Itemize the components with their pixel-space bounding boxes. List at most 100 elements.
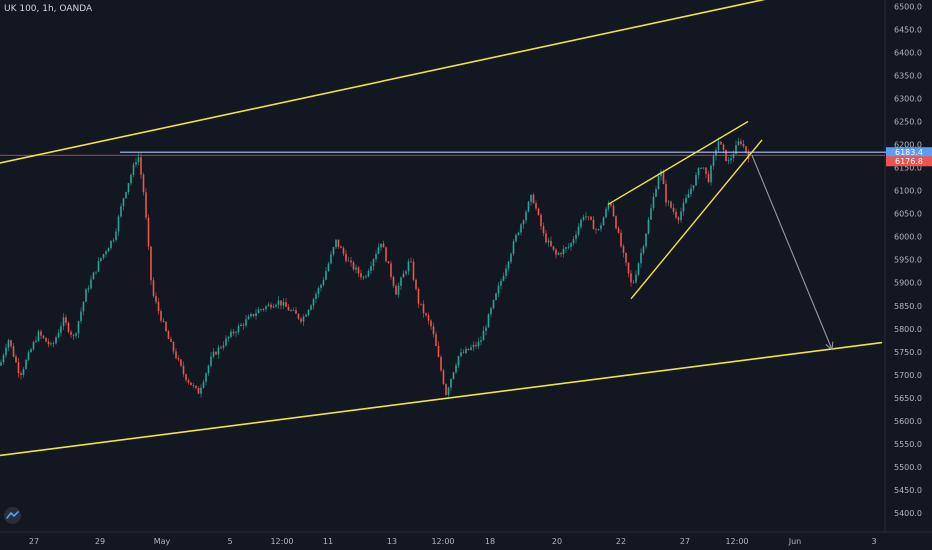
candle-body (495, 293, 497, 300)
candle-body (522, 220, 525, 225)
candle-body (525, 211, 527, 221)
candle-body (657, 176, 660, 190)
candle-body (375, 253, 377, 260)
candle-body (462, 352, 465, 354)
candle-body (210, 356, 212, 366)
upper-channel-line (0, 0, 766, 164)
tradingview-logo-icon[interactable] (4, 507, 21, 524)
candle-body (52, 343, 55, 345)
candle-body (652, 196, 655, 209)
candle-body (70, 331, 72, 335)
candle-body (32, 341, 35, 350)
price-tick-label: 6350.0 (894, 71, 922, 80)
candle-body (337, 239, 340, 247)
symbol-title[interactable]: UK 100, 1h, OANDA (4, 4, 93, 14)
price-tick-label: 6150.0 (894, 164, 922, 173)
candle-body (585, 216, 587, 218)
candle-body (45, 337, 47, 342)
candle-body (155, 295, 157, 302)
candle-body (265, 306, 267, 310)
candle-body (242, 324, 245, 326)
candle-body (390, 263, 392, 277)
candle-body (680, 211, 682, 221)
candle-body (665, 183, 667, 203)
candle-body (55, 337, 57, 344)
candle-body (270, 304, 272, 308)
candle-body (445, 384, 447, 395)
lower-channel-line (0, 341, 883, 457)
candle-body (257, 309, 260, 314)
candle-body (90, 279, 92, 289)
candle-body (117, 216, 120, 232)
candle-body (115, 231, 117, 241)
candle-body (190, 382, 192, 386)
drawing-overlays[interactable] (0, 0, 900, 457)
candle-body (327, 263, 330, 272)
candle-body (325, 271, 327, 280)
candle-body (452, 372, 455, 379)
candle-body (670, 201, 672, 208)
candle-body (75, 333, 77, 336)
candle-body (480, 340, 482, 342)
candle-body (170, 338, 172, 342)
candle-body (382, 243, 385, 248)
candle-body (395, 285, 397, 295)
candle-body (2, 355, 5, 363)
candle-body (567, 246, 570, 248)
candle-body (365, 276, 367, 278)
candle-body (67, 323, 70, 332)
candle-body (487, 314, 490, 328)
candle-body (555, 249, 557, 255)
candle-body (15, 356, 17, 363)
candle-body (540, 214, 542, 227)
candle-body (292, 310, 295, 311)
candle-body (267, 304, 270, 307)
candle-body (430, 320, 432, 327)
price-tick-label: 5650.0 (894, 394, 922, 403)
candle-body (427, 315, 430, 321)
price-axis[interactable]: 6500.0 6450.0 6400.0 6350.0 6300.0 6250.0 6200… (894, 2, 922, 518)
candle-body (650, 208, 652, 220)
candle-body (730, 158, 732, 161)
candle-body (57, 332, 60, 338)
candle-body (710, 165, 712, 183)
time-tick-label: 18 (485, 537, 495, 546)
candle-body (510, 253, 512, 262)
candle-body (587, 216, 590, 218)
price-tick-label: 5400.0 (894, 509, 922, 518)
candle-body (160, 311, 162, 321)
candle-body (532, 194, 535, 204)
candle-body (437, 346, 440, 357)
candle-body (157, 301, 160, 312)
candle-body (110, 240, 112, 249)
wedge-upper-line (607, 120, 749, 206)
candle-body (497, 285, 500, 294)
candle-body (172, 341, 175, 352)
candle-body (377, 247, 380, 254)
candle-body (135, 162, 137, 165)
candle-body (715, 149, 717, 156)
candle-body (645, 233, 647, 247)
time-axis[interactable]: 27 29 May 5 12:00 11 13 12:00 18 20 22 27 12:00 Jun 3 (29, 537, 877, 546)
time-tick-label: 11 (323, 537, 333, 546)
candle-body (500, 280, 502, 286)
candle-body (737, 141, 740, 145)
candle-body (542, 226, 545, 234)
candle-body (565, 247, 567, 249)
time-tick-label: 3 (871, 537, 876, 546)
candle-body (692, 185, 695, 189)
candle-body (717, 141, 720, 150)
candle-body (607, 203, 610, 209)
candle-body (672, 207, 675, 212)
candle-body (122, 198, 125, 207)
candle-body (297, 313, 300, 319)
price-tick-label: 6100.0 (894, 187, 922, 196)
candle-body (282, 302, 285, 306)
candle-body (450, 378, 452, 388)
candle-body (490, 308, 492, 315)
candle-body (712, 155, 715, 166)
candle-body (457, 356, 460, 366)
time-tick-label: 13 (387, 537, 397, 546)
